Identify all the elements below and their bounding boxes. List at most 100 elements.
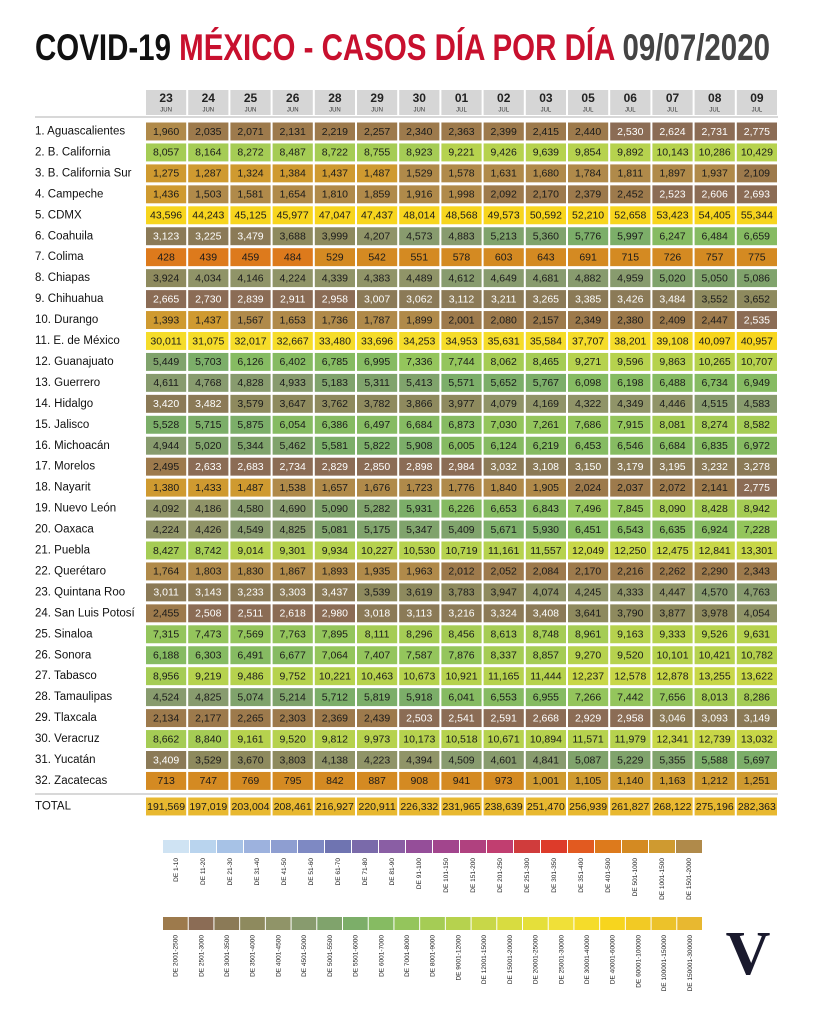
cell bbox=[525, 143, 566, 162]
cell-value: 1,578 bbox=[448, 168, 474, 180]
cell bbox=[188, 646, 229, 665]
row-name: 8. Chiapas bbox=[35, 272, 90, 284]
cell bbox=[314, 709, 355, 728]
cell bbox=[652, 227, 693, 246]
cell-value: 3,303 bbox=[280, 587, 306, 599]
legend-swatch bbox=[595, 840, 621, 853]
row-name: 4. Campeche bbox=[35, 188, 103, 200]
cell bbox=[652, 143, 693, 162]
cell bbox=[399, 688, 440, 707]
cell bbox=[568, 248, 609, 267]
cell bbox=[694, 122, 735, 141]
cell-value: 3,011 bbox=[153, 587, 179, 599]
cell bbox=[441, 625, 482, 644]
cell-value: 9,752 bbox=[280, 670, 306, 682]
cell-value: 9,271 bbox=[575, 356, 601, 368]
cell bbox=[230, 373, 271, 392]
cell bbox=[314, 797, 355, 816]
date-month: JUL bbox=[583, 108, 594, 114]
cell-value: 4,825 bbox=[195, 691, 221, 703]
cell bbox=[357, 122, 398, 141]
cell bbox=[357, 164, 398, 183]
cell-value: 691 bbox=[579, 251, 597, 263]
cell bbox=[146, 143, 187, 162]
legend-label: DE 9001-12000 bbox=[455, 935, 462, 981]
cell-value: 4,768 bbox=[195, 377, 221, 389]
cell bbox=[694, 248, 735, 267]
legend-label: DE 60001-100000 bbox=[635, 935, 642, 988]
cell-value: 10,673 bbox=[403, 670, 435, 682]
cell bbox=[230, 394, 271, 413]
cell bbox=[357, 751, 398, 769]
cell-value: 8,337 bbox=[491, 650, 517, 662]
legend-swatch bbox=[244, 840, 270, 853]
cell-value: 12,739 bbox=[699, 733, 731, 745]
cell-value: 32,667 bbox=[277, 335, 309, 347]
cell bbox=[483, 688, 524, 707]
cell bbox=[146, 520, 187, 539]
cell-value: 12,237 bbox=[572, 670, 604, 682]
cell bbox=[694, 269, 735, 288]
cell-value: 2,380 bbox=[617, 314, 643, 326]
cell-value: 1,487 bbox=[237, 482, 263, 494]
cell-value: 45,977 bbox=[277, 210, 309, 222]
cell bbox=[525, 646, 566, 665]
cell bbox=[652, 415, 693, 434]
cell-value: 6,041 bbox=[448, 691, 474, 703]
cell bbox=[525, 797, 566, 816]
cell bbox=[272, 352, 313, 371]
cell bbox=[230, 709, 271, 728]
cell-value: 1,867 bbox=[280, 566, 306, 578]
cell-value: 10,719 bbox=[445, 545, 477, 557]
cell bbox=[188, 206, 229, 225]
legend-swatch bbox=[523, 917, 548, 930]
cell-value: 3,211 bbox=[491, 293, 517, 305]
cell bbox=[568, 143, 609, 162]
cell bbox=[441, 771, 482, 790]
legend-swatch bbox=[368, 917, 394, 930]
cell bbox=[694, 541, 735, 560]
cell-value: 3,232 bbox=[702, 461, 728, 473]
cell bbox=[188, 227, 229, 246]
cell bbox=[357, 206, 398, 225]
row-name: 21. Puebla bbox=[35, 545, 91, 557]
cell bbox=[441, 541, 482, 560]
cell bbox=[146, 436, 187, 455]
cell-value: 1,859 bbox=[364, 189, 390, 201]
cell bbox=[441, 751, 482, 769]
cell-value: 5,087 bbox=[575, 754, 601, 766]
cell-value: 3,484 bbox=[659, 293, 685, 305]
cell bbox=[314, 604, 355, 623]
cell-value: 1,784 bbox=[575, 168, 601, 180]
row-name: 13. Guerrero bbox=[35, 377, 100, 389]
row-name: 2. B. California bbox=[35, 146, 111, 158]
cell-value: 12,841 bbox=[699, 545, 731, 557]
cell bbox=[357, 436, 398, 455]
cell bbox=[568, 415, 609, 434]
cell-value: 4,611 bbox=[153, 377, 179, 389]
cell-value: 5,409 bbox=[448, 524, 474, 536]
cell bbox=[188, 164, 229, 183]
legend-swatch bbox=[471, 917, 497, 930]
row-name: 22. Querétaro bbox=[35, 565, 106, 577]
date-month: JUN bbox=[371, 108, 383, 114]
cell bbox=[399, 269, 440, 288]
cell bbox=[525, 478, 566, 497]
cell-value: 49,573 bbox=[488, 210, 520, 222]
cell bbox=[399, 394, 440, 413]
cell bbox=[736, 688, 777, 707]
cell-value: 203,004 bbox=[232, 801, 270, 813]
cell bbox=[652, 797, 693, 816]
cell bbox=[736, 667, 777, 686]
cell-value: 11,161 bbox=[488, 545, 519, 557]
cell bbox=[610, 290, 651, 309]
cell-value: 3,688 bbox=[280, 231, 306, 243]
cell-value: 1,287 bbox=[195, 168, 221, 180]
cell bbox=[314, 478, 355, 497]
cell bbox=[652, 730, 693, 748]
cell-value: 3,877 bbox=[659, 608, 685, 620]
cell bbox=[314, 520, 355, 539]
cell-value: 2,980 bbox=[322, 608, 348, 620]
cell-value: 5,930 bbox=[533, 524, 559, 536]
cell-value: 3,977 bbox=[448, 398, 474, 410]
